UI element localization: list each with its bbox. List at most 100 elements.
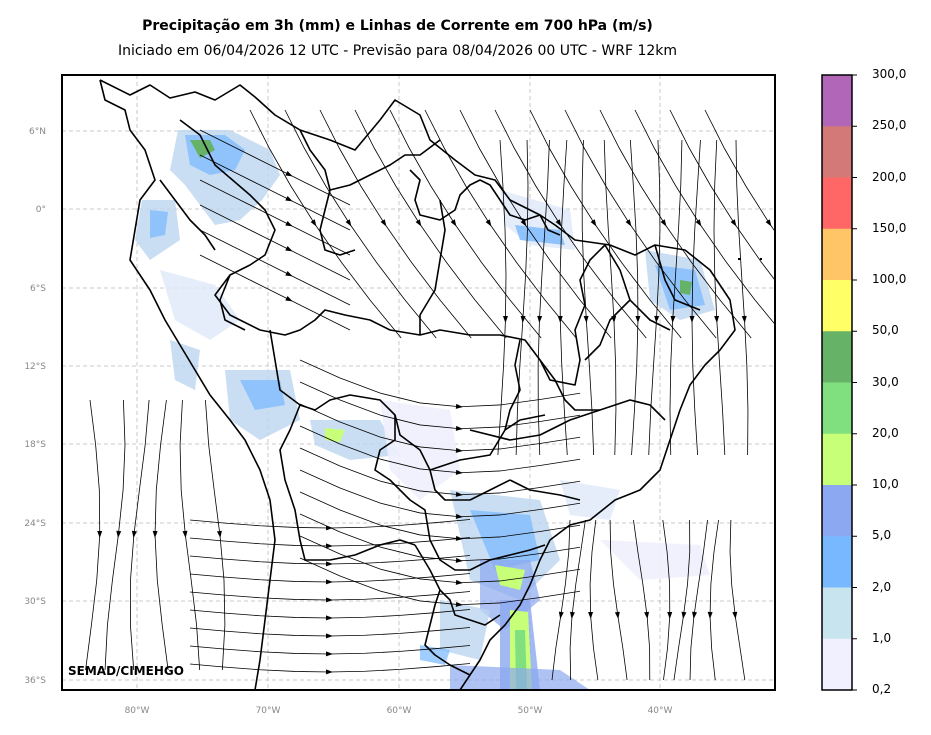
streamline: [569, 519, 586, 681]
lon-label: 70°W: [256, 706, 281, 716]
streamline-arrow: [695, 219, 702, 227]
streamline-arrow: [325, 633, 333, 639]
streamline-arrow: [97, 530, 103, 538]
lat-label: 36°S: [24, 676, 46, 686]
streamline: [691, 139, 701, 456]
streamline-arrow: [625, 219, 632, 227]
streamline: [199, 154, 351, 231]
streamline-arrow: [455, 513, 463, 519]
streamline: [354, 109, 507, 339]
streamline: [199, 254, 351, 331]
streamline: [299, 491, 581, 540]
colorbar-label: 20,0: [872, 425, 899, 440]
streamline-arrow: [707, 611, 713, 619]
streamline-arrow: [730, 219, 737, 227]
colorbar-swatch: [822, 331, 852, 383]
streamline-arrow: [182, 530, 188, 538]
lat-label: 6°N: [29, 127, 46, 137]
streamline-arrow: [689, 315, 695, 323]
streamline: [189, 663, 471, 673]
streamline-arrow: [455, 491, 463, 497]
streamline-arrow: [325, 669, 333, 675]
credit-label: SEMAD/CIMEHGO: [68, 664, 184, 678]
streamline-arrow: [325, 579, 333, 585]
country-borders: [99, 79, 736, 690]
streamline-arrow: [455, 425, 463, 431]
streamline: [104, 399, 126, 671]
streamline: [299, 381, 581, 430]
streamline-arrow: [485, 219, 492, 227]
colorbar-label: 100,0: [872, 272, 907, 286]
streamline: [299, 425, 581, 474]
streamline-arrow: [614, 611, 620, 619]
streamline-arrow: [557, 315, 563, 323]
streamline: [709, 519, 719, 681]
streamline: [729, 519, 746, 681]
streamline: [559, 139, 568, 456]
lat-label: 6°S: [30, 284, 46, 294]
streamline-arrow: [325, 615, 333, 621]
streamline-arrow: [415, 219, 422, 227]
streamline-arrow: [325, 525, 333, 531]
streamline: [497, 139, 507, 456]
streamline-arrow: [285, 195, 293, 202]
colorbar-swatch: [822, 228, 852, 281]
colorbar-label: 10,0: [872, 477, 899, 491]
streamline-arrow: [588, 611, 594, 619]
streamline-arrow: [285, 270, 293, 277]
streamline-arrow: [670, 315, 676, 323]
streamline-arrow: [537, 315, 543, 323]
precipitation-colorbar: [821, 74, 857, 691]
streamline: [299, 557, 581, 606]
streamline-arrow: [644, 611, 650, 619]
streamline: [662, 519, 671, 681]
streamline-arrow: [310, 219, 317, 227]
streamline: [537, 139, 550, 456]
colorbar-swatch: [822, 280, 852, 332]
streamline: [189, 591, 471, 601]
streamline-arrow: [503, 315, 509, 323]
streamline: [85, 399, 101, 671]
lat-label: 12°S: [24, 362, 46, 372]
streamline-arrow: [520, 219, 527, 227]
streamline: [199, 204, 351, 281]
streamline-arrow: [152, 530, 158, 538]
streamline: [299, 359, 581, 408]
streamline-arrow: [216, 530, 222, 538]
colorbar-label: 50,0: [872, 323, 899, 338]
streamline-arrow: [455, 403, 463, 409]
streamline-arrow: [325, 543, 333, 549]
streamline-arrow: [455, 469, 463, 475]
streamline: [154, 399, 169, 671]
streamline-arrow: [732, 611, 738, 619]
streamline: [199, 129, 351, 206]
streamline-arrow: [131, 530, 137, 538]
colorbar-swatch: [822, 536, 852, 588]
streamline-arrow: [325, 561, 333, 567]
streamline-arrow: [667, 611, 673, 619]
streamline: [179, 399, 201, 671]
colorbar-swatch: [822, 587, 852, 640]
streamline: [648, 139, 661, 456]
streamline: [189, 537, 471, 547]
lat-label: 18°S: [24, 440, 46, 450]
streamline-arrow: [741, 315, 747, 323]
lat-label: 0°: [36, 205, 46, 215]
colorbar-label: 300,0: [872, 67, 907, 81]
streamline-arrow: [555, 219, 562, 227]
streamline-arrow: [455, 601, 463, 607]
streamline: [199, 179, 351, 256]
map-title: Precipitação em 3h (mm) e Linhas de Corr…: [142, 18, 653, 34]
streamline-arrow: [660, 219, 667, 227]
streamline: [299, 447, 581, 496]
colorbar-swatch: [822, 638, 852, 691]
streamline-arrow: [520, 315, 526, 323]
streamline: [609, 519, 628, 681]
streamline: [735, 139, 749, 456]
streamline-arrow: [285, 295, 293, 302]
streamline-arrow: [681, 611, 687, 619]
colorbar-label: 150,0: [872, 220, 907, 235]
colorbar-label: 2,0: [872, 579, 892, 594]
streamline: [589, 519, 599, 681]
